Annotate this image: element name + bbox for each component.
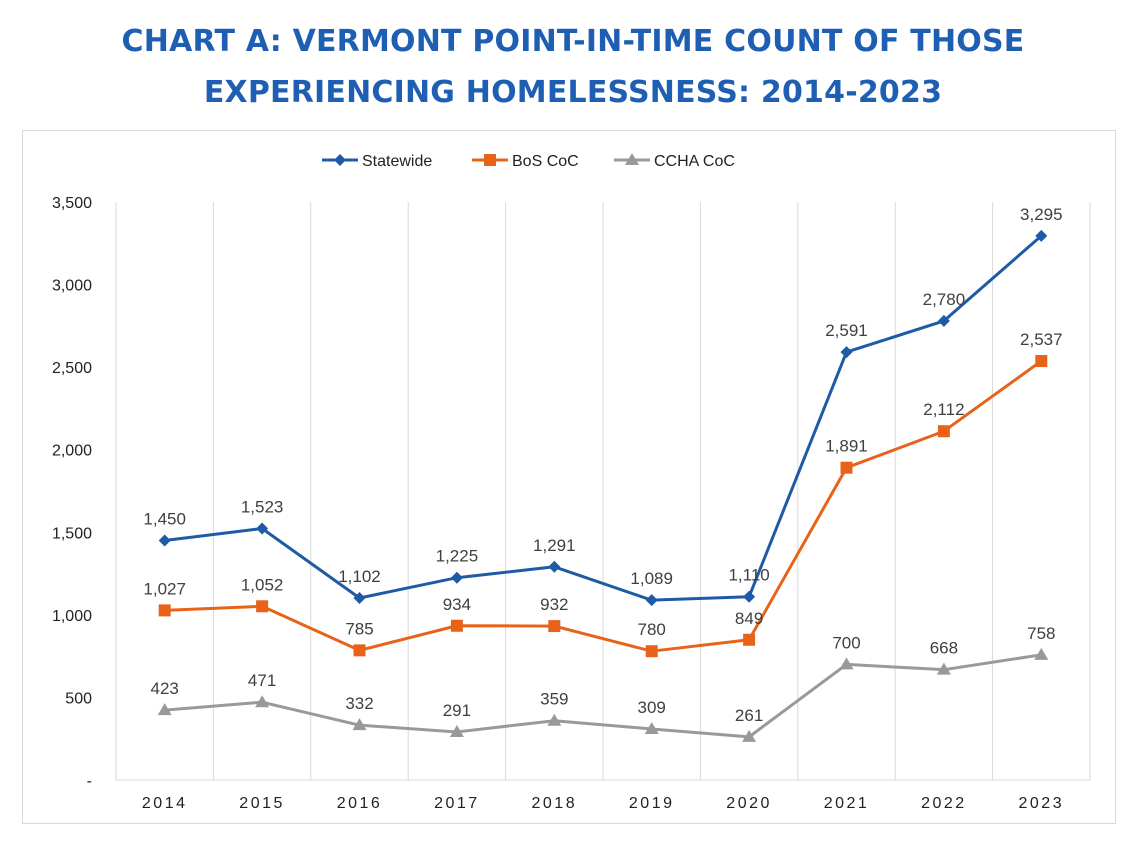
bos-coc-data-point [548, 620, 561, 633]
y-tick-label: 2,000 [52, 443, 92, 460]
legend-statewide-label: Statewide [362, 153, 432, 170]
statewide-data-point [743, 590, 756, 603]
legend-statewide-marker [334, 154, 346, 166]
bos-coc-data-label: 932 [540, 595, 568, 614]
y-tick-label: 3,000 [52, 278, 92, 295]
x-tick-label: 2021 [824, 795, 870, 812]
bos-coc-series-line [164, 359, 1043, 653]
bos-coc-data-label: 1,052 [241, 575, 284, 594]
bos-coc-data-point [353, 644, 366, 657]
legend-bos-coc-marker [484, 154, 496, 166]
ccha-coc-data-point [839, 657, 854, 670]
bos-coc-data-label: 780 [638, 620, 666, 639]
bos-coc-data-point [158, 604, 171, 617]
bos-coc-data-point [743, 633, 756, 646]
ccha-coc-data-point [742, 729, 757, 742]
bos-coc-data-label: 1,891 [825, 437, 868, 456]
bos-coc-data-point [1035, 355, 1048, 368]
statewide-data-label: 2,591 [825, 321, 868, 340]
statewide-data-point [256, 522, 269, 535]
x-tick-label: 2019 [629, 795, 675, 812]
statewide-data-label: 2,780 [923, 290, 966, 309]
ccha-coc-data-point [352, 718, 367, 731]
x-tick-label: 2018 [532, 795, 578, 812]
bos-coc-data-label: 849 [735, 609, 763, 628]
statewide-data-point [1035, 229, 1048, 242]
ccha-coc-data-label: 758 [1027, 624, 1055, 643]
x-tick-label: 2016 [337, 795, 383, 812]
ccha-coc-data-point [547, 713, 562, 726]
ccha-coc-data-label: 261 [735, 706, 763, 725]
ccha-coc-data-point [157, 703, 172, 716]
bos-coc-data-point [840, 461, 853, 474]
ccha-coc-series-line [164, 653, 1042, 739]
statewide-data-point [937, 314, 950, 327]
ccha-coc-data-label: 291 [443, 701, 471, 720]
statewide-data-label: 1,523 [241, 497, 284, 516]
ccha-coc-data-point [255, 695, 270, 708]
ccha-coc-data-point [644, 721, 659, 734]
y-tick-label: 500 [65, 690, 92, 707]
ccha-coc-data-point [449, 724, 464, 737]
x-tick-label: 2015 [239, 795, 285, 812]
chart-title-line-2: EXPERIENCING HOMELESSNESS: 2014-2023 [203, 75, 943, 110]
statewide-data-point [645, 594, 658, 607]
ccha-coc-data-label: 700 [832, 633, 860, 652]
bos-coc-data-label: 2,112 [923, 400, 964, 419]
statewide-data-point [353, 592, 366, 605]
chart-frame [22, 130, 1116, 824]
statewide-data-point [158, 534, 171, 547]
ccha-coc-data-label: 359 [540, 690, 568, 709]
bos-coc-data-label: 785 [345, 619, 373, 638]
statewide-data-label: 1,089 [630, 569, 673, 588]
x-tick-label: 2017 [434, 795, 480, 812]
statewide-data-label: 1,102 [338, 567, 381, 586]
x-tick-label: 2023 [1019, 795, 1065, 812]
statewide-data-label: 3,295 [1020, 205, 1063, 224]
y-tick-label: 3,500 [52, 195, 92, 212]
ccha-coc-data-label: 423 [151, 679, 179, 698]
statewide-data-label: 1,450 [143, 510, 186, 529]
statewide-data-point [840, 346, 853, 359]
x-tick-label: 2014 [142, 795, 188, 812]
statewide-data-label: 1,225 [436, 547, 479, 566]
ccha-coc-data-label: 668 [930, 639, 958, 658]
legend-ccha-coc-label: CCHA CoC [654, 153, 735, 170]
x-tick-label: 2020 [726, 795, 772, 812]
legend-bos-coc-label: BoS CoC [512, 153, 579, 170]
bos-coc-data-label: 1,027 [143, 579, 186, 598]
statewide-data-point [450, 571, 463, 584]
ccha-coc-data-point [1034, 647, 1049, 660]
bos-coc-data-label: 934 [443, 595, 471, 614]
ccha-coc-data-point [936, 662, 951, 675]
ccha-coc-data-label: 471 [248, 671, 276, 690]
ccha-coc-data-label: 309 [638, 698, 666, 717]
bos-coc-data-label: 2,537 [1020, 330, 1063, 349]
chart-title-line-1: CHART A: VERMONT POINT-IN-TIME COUNT OF … [121, 24, 1025, 59]
statewide-series-line [164, 234, 1043, 602]
y-tick-label: 1,000 [52, 608, 92, 625]
bos-coc-data-point [256, 600, 269, 613]
legend-ccha-coc-marker [625, 153, 639, 165]
statewide-data-label: 1,291 [533, 536, 576, 555]
statewide-data-point [548, 560, 561, 573]
y-tick-label: 1,500 [52, 525, 92, 542]
x-tick-label: 2022 [921, 795, 967, 812]
statewide-data-label: 1,110 [728, 566, 769, 585]
y-tick-label: - [87, 773, 92, 790]
bos-coc-data-point [645, 645, 658, 658]
y-tick-label: 2,500 [52, 360, 92, 377]
bos-coc-data-point [450, 619, 463, 632]
bos-coc-data-point [937, 425, 950, 438]
ccha-coc-data-label: 332 [345, 694, 373, 713]
